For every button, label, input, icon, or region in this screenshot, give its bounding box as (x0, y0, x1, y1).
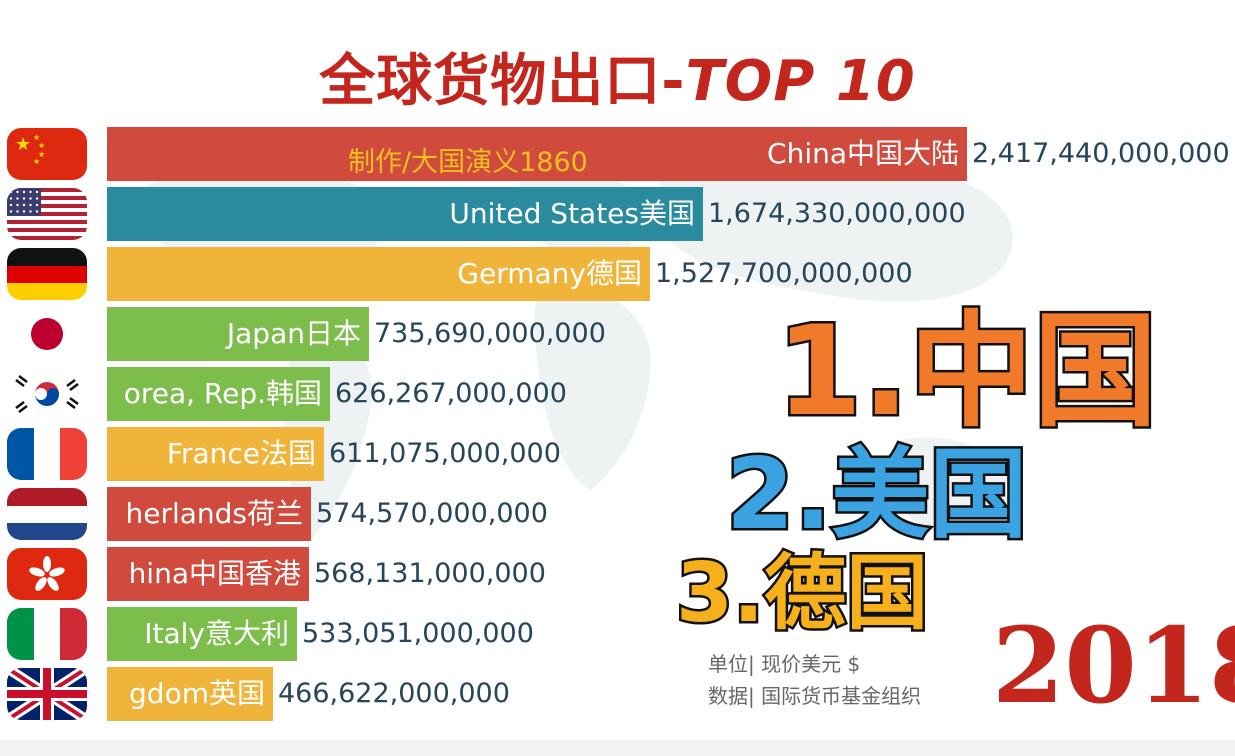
bar-value-label: 626,267,000,000 (335, 378, 567, 409)
bar-value-label: 1,527,700,000,000 (655, 258, 913, 289)
rank-1-name: 中国 (907, 298, 1160, 447)
rank-2-label: 2.美国 (723, 415, 1030, 557)
rank-2-number: 2. (723, 436, 833, 555)
bar-label: orea, Rep.韩国 (123, 377, 322, 410)
svg-text:★: ★ (38, 150, 45, 159)
bar-label: Germany德国 (457, 257, 642, 290)
rank-2-name: 美国 (829, 436, 1030, 555)
chart-title: 全球货物出口-TOP 10 (319, 49, 916, 114)
bottom-strip (0, 740, 1235, 756)
bar-2: United States美国 (107, 187, 703, 241)
bar-7: herlands荷兰 (107, 487, 311, 541)
svg-text:★: ★ (33, 157, 40, 166)
bar-value-label: 735,690,000,000 (374, 318, 606, 349)
bar-value-label: 466,622,000,000 (278, 678, 510, 709)
bar-6: France法国 (107, 427, 324, 481)
bar-label: Italy意大利 (144, 617, 289, 650)
bar-value-label: 2,417,440,000,000 (972, 138, 1230, 169)
source-note: 数据| 国际货币基金组织 (708, 684, 922, 708)
credit-watermark: 制作/大国演义1860 (348, 147, 588, 178)
bar-label: China中国大陆 (767, 137, 959, 170)
flag-france-icon (7, 428, 87, 480)
rank-1-number: 1. (773, 298, 911, 447)
bar-10: gdom英国 (107, 667, 273, 721)
bar-9: Italy意大利 (107, 607, 297, 661)
rank-3-label: 3.德国 (673, 526, 931, 645)
year-label: 2018 (992, 604, 1235, 727)
bar-value-label: 1,674,330,000,000 (708, 198, 966, 229)
flag-germany-icon (7, 248, 87, 300)
bar-label: hina中国香港 (128, 557, 301, 590)
bar-value-label: 611,075,000,000 (329, 438, 561, 469)
bar-label: herlands荷兰 (125, 497, 303, 530)
bar-label: Japan日本 (226, 317, 361, 350)
flag-italy-icon (7, 608, 87, 660)
bar-label: gdom英国 (129, 677, 265, 710)
bar-label: United States美国 (449, 197, 695, 230)
bar-5: orea, Rep.韩国 (107, 367, 330, 421)
flag-hongkong-icon (7, 548, 87, 600)
rank-3-number: 3. (673, 544, 766, 644)
bar-3: Germany德国 (107, 247, 650, 301)
unit-note: 单位| 现价美元 $ (708, 652, 861, 676)
svg-text:★: ★ (38, 141, 45, 150)
bar-value-label: 568,131,000,000 (314, 558, 546, 589)
flag-netherlands-icon (7, 488, 87, 540)
flag-uk-icon (7, 668, 87, 720)
rank-3-name: 德国 (762, 544, 931, 644)
bar-value-label: 574,570,000,000 (316, 498, 548, 529)
rank-1-label: 1.中国 (773, 270, 1160, 450)
bar-1: China中国大陆 (107, 127, 967, 181)
flag-china-icon: ★ ★ ★ ★ ★ (7, 128, 87, 180)
svg-text:★: ★ (33, 133, 40, 142)
flag-usa-icon (7, 188, 87, 240)
flag-korea-icon (7, 368, 87, 420)
svg-text:★: ★ (15, 134, 31, 155)
bar-8: hina中国香港 (107, 547, 309, 601)
bar-value-label: 533,051,000,000 (302, 618, 534, 649)
bar-4: Japan日本 (107, 307, 369, 361)
flag-japan-icon (7, 308, 87, 360)
bar-label: France法国 (166, 437, 316, 470)
